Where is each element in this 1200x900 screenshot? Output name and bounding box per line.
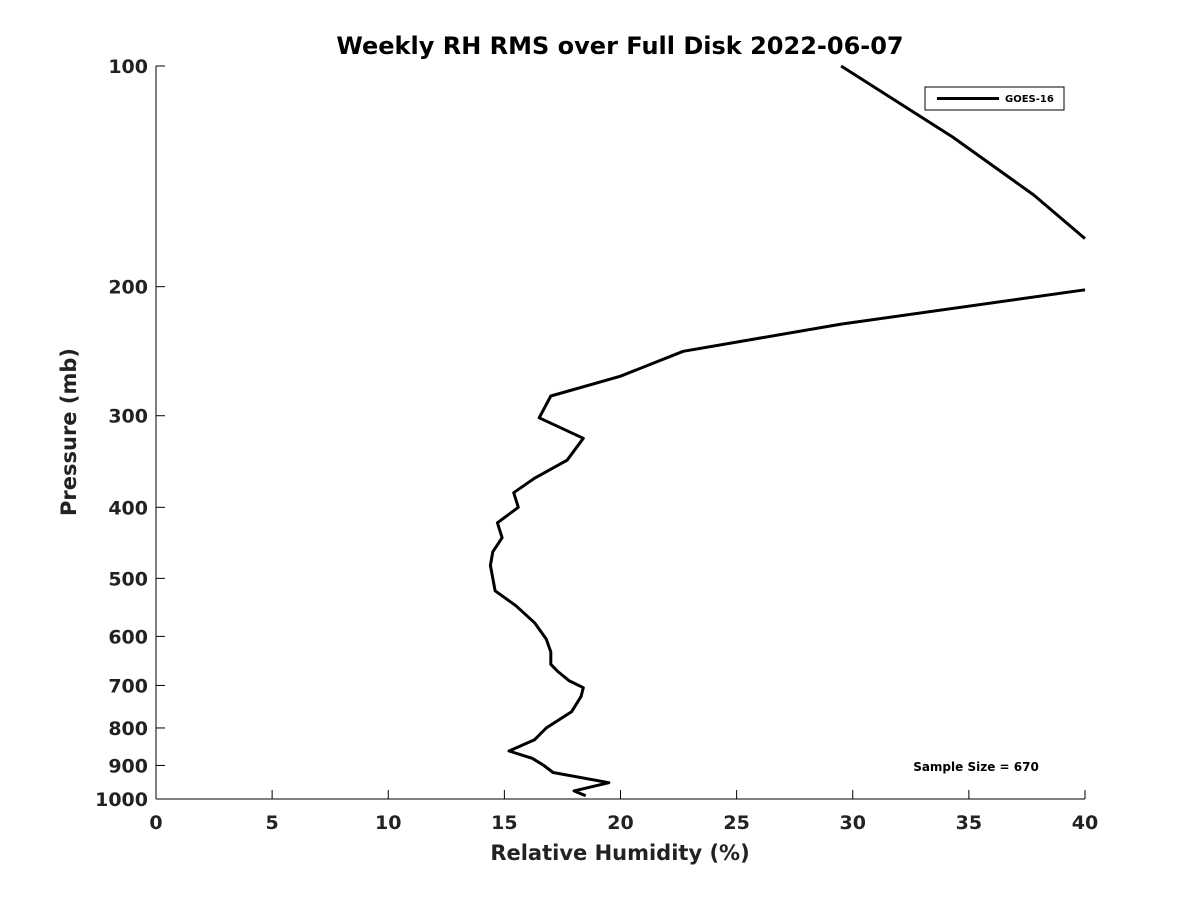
y-tick-label: 300: [108, 406, 148, 428]
y-tick-label: 200: [108, 277, 148, 299]
series-line-goes-16: [488, 288, 1086, 798]
x-tick-label: 25: [723, 812, 749, 834]
x-tick-label: 0: [149, 812, 162, 834]
y-tick-label: 400: [108, 497, 148, 519]
x-tick-label: 20: [607, 812, 633, 834]
y-tick-label: 100: [108, 56, 148, 78]
y-tick-label: 1000: [95, 789, 148, 811]
x-ticks: 0 5 10 15 20 25 30 35 40: [149, 790, 1098, 834]
y-tick-label: 700: [108, 675, 148, 697]
chart-title: Weekly RH RMS over Full Disk 2022-06-07: [336, 32, 903, 60]
legend-label: GOES-16: [1005, 94, 1054, 105]
y-tick-label: 500: [108, 568, 148, 590]
x-axis-label: Relative Humidity (%): [490, 841, 749, 865]
y-axis-label: Pressure (mb): [57, 348, 81, 516]
x-tick-label: 5: [266, 812, 279, 834]
x-tick-label: 30: [840, 812, 866, 834]
y-ticks: 100 200 300 400 500 600 700 800 900 1000: [95, 56, 165, 811]
y-tick-label: 800: [108, 718, 148, 740]
x-tick-label: 10: [375, 812, 401, 834]
legend: GOES-16: [924, 86, 1065, 111]
sample-size-annotation: Sample Size = 670: [913, 760, 1039, 774]
x-tick-label: 40: [1072, 812, 1098, 834]
y-tick-label: 900: [108, 755, 148, 777]
series-group: [488, 64, 1086, 798]
x-tick-label: 35: [956, 812, 982, 834]
y-tick-label: 600: [108, 626, 148, 648]
series-line-goes-16: [840, 64, 1086, 240]
axes: [155, 66, 1085, 800]
x-tick-label: 15: [491, 812, 517, 834]
